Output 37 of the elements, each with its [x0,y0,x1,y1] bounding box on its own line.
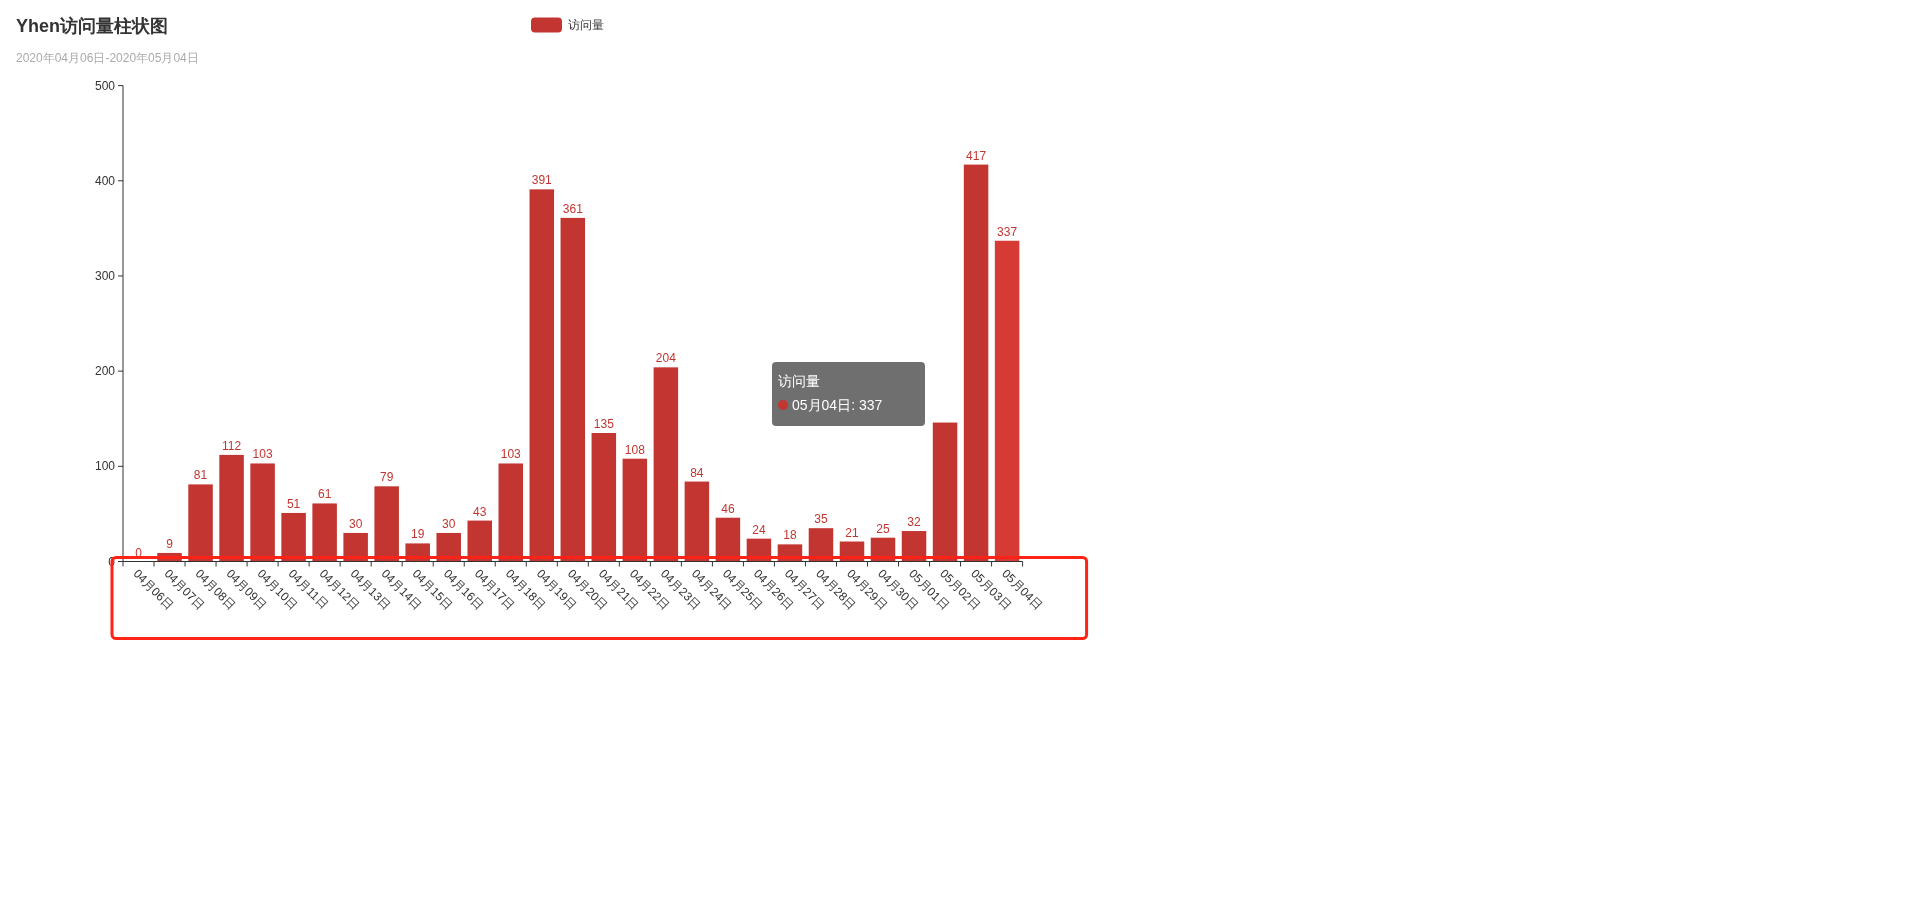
data-label: 24 [752,522,766,537]
data-label: 51 [286,496,301,511]
data-label: 21 [845,525,859,540]
legend-label: 访问量 [568,18,604,32]
data-label: 391 [531,173,553,188]
y-tick-label: 200 [94,364,116,379]
chart-title: Yhen访问量柱状图 [16,16,169,36]
data-label: 135 [593,417,615,432]
data-label: 43 [473,504,487,519]
data-label: 30 [348,516,363,531]
data-label: 30 [442,516,456,531]
data-label: 84 [690,465,704,480]
data-label: 46 [721,501,735,516]
data-label: 361 [562,201,584,216]
data-label: 204 [655,351,677,366]
data-label: 25 [876,521,890,536]
annotation: 访问量 [778,373,820,389]
data-label: 103 [252,447,273,462]
data-label: 18 [783,528,797,543]
data-label: 9 [166,536,174,551]
data-label: 79 [380,470,394,485]
y-tick-label: 500 [94,78,116,93]
data-label: 103 [500,447,522,462]
data-label: 112 [222,438,242,453]
data-label: 32 [907,515,922,530]
annotation: 05月04日: 337 [792,397,883,413]
data-label: 19 [411,527,425,542]
data-label: 417 [966,148,987,163]
data-label: 108 [624,442,646,457]
data-label: 35 [814,512,828,527]
y-tick-label: 100 [94,459,116,474]
data-label: 337 [997,224,1018,239]
y-tick-label: 300 [94,268,116,283]
chart-subtitle: 2020年04月06日-2020年05月04日 [16,51,199,65]
y-tick-label: 400 [94,173,116,188]
data-label: 61 [317,487,332,502]
data-label: 81 [193,468,208,483]
